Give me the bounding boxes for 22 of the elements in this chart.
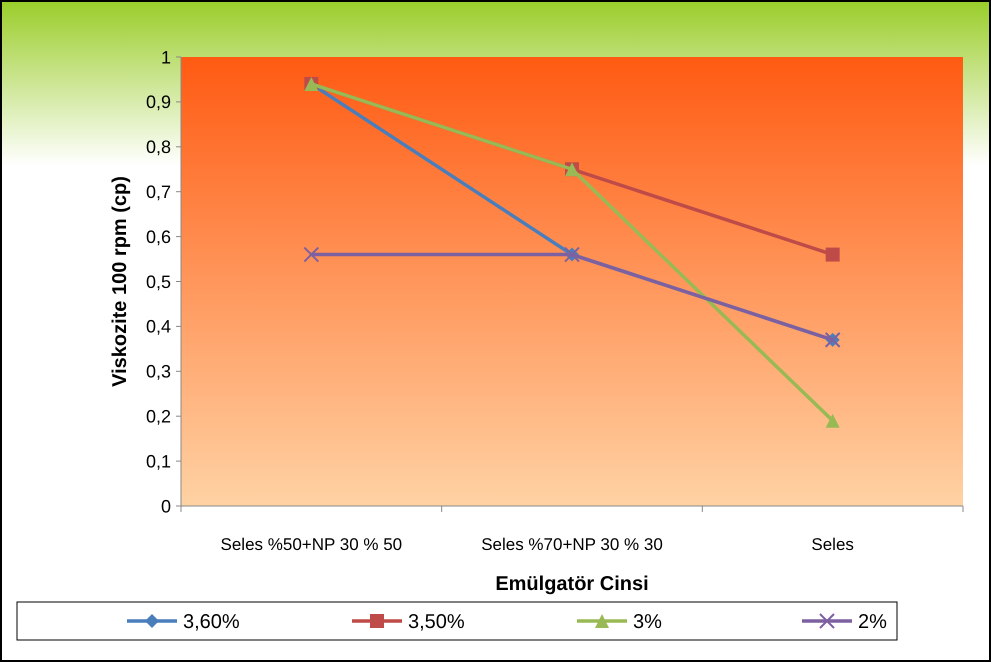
legend-label: 3% — [633, 611, 662, 633]
y-tick-label: 0,8 — [146, 137, 171, 158]
y-tick-label: 0,9 — [146, 92, 171, 112]
y-tick-label: 0,3 — [146, 362, 171, 382]
x-tick-label: Seles — [811, 535, 854, 554]
point — [826, 248, 840, 262]
y-tick-label: 0,4 — [146, 316, 171, 337]
y-tick-label: 0 — [160, 496, 171, 516]
y-tick-label: 0,7 — [146, 182, 171, 202]
y-axis-title: Viskozite 100 rpm (cp) — [109, 176, 131, 387]
y-tick-label: 0,1 — [146, 451, 171, 472]
point — [303, 246, 320, 263]
y-tick-label: 0,2 — [146, 406, 171, 426]
legend-label: 3,50% — [408, 611, 465, 633]
x-tick-label: Seles %70+NP 30 % 30 — [481, 535, 663, 554]
y-tick-label: 0,5 — [146, 272, 171, 292]
legend-label: 3,60% — [183, 611, 240, 633]
x-tick-label: Seles %50+NP 30 % 50 — [220, 535, 402, 554]
legend-label: 2% — [858, 611, 888, 633]
y-tick-label: 0,6 — [146, 226, 171, 247]
y-tick-label: 1 — [160, 47, 171, 68]
x-axis-title: Emülgatör Cinsi — [495, 573, 649, 595]
